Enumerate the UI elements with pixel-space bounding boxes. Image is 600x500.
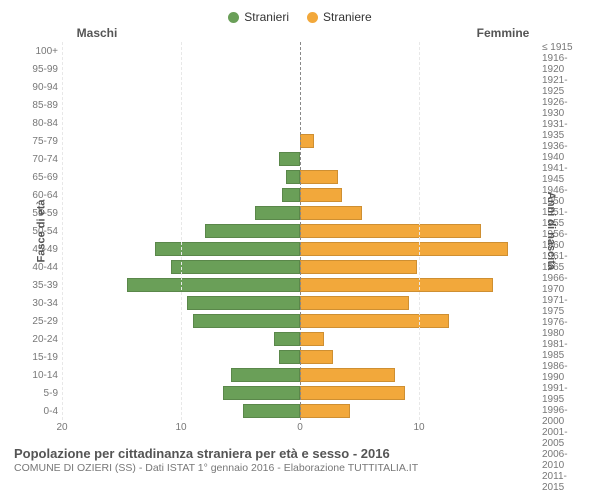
female-bar: [300, 332, 324, 346]
male-bar: [286, 170, 300, 184]
male-bar: [282, 188, 300, 202]
male-bar: [243, 404, 300, 418]
y-axis-label-right: Anni di nascita: [545, 192, 557, 270]
x-tick-label: 10: [175, 422, 186, 433]
birth-year-label: 1966-1970: [538, 273, 586, 295]
birth-year-label: 1921-1925: [538, 75, 586, 97]
x-ticks: 2010010: [62, 422, 538, 436]
chart-footer: Popolazione per cittadinanza straniera p…: [14, 446, 586, 474]
female-bar: [300, 134, 314, 148]
bars-area: [62, 42, 538, 420]
legend-female-label: Straniere: [323, 10, 372, 24]
female-bar: [300, 242, 508, 256]
birth-year-label: 1971-1975: [538, 295, 586, 317]
birth-year-label: 2001-2005: [538, 427, 586, 449]
male-swatch: [228, 12, 239, 23]
chart-subtitle: COMUNE DI OZIERI (SS) - Dati ISTAT 1° ge…: [14, 462, 586, 474]
female-bar: [300, 188, 342, 202]
age-label: 10-14: [14, 366, 62, 384]
y-axis-label-left: Fasce di età: [35, 200, 47, 263]
female-bar: [300, 368, 395, 382]
legend-item-female: Straniere: [307, 10, 372, 24]
birth-year-label: 1986-1990: [538, 361, 586, 383]
age-label: 20-24: [14, 330, 62, 348]
birth-year-label: 2006-2010: [538, 449, 586, 471]
female-bar: [300, 404, 350, 418]
age-label: 70-74: [14, 150, 62, 168]
male-bar: [193, 314, 300, 328]
birth-year-label: ≤ 1915: [538, 42, 586, 53]
legend-male-label: Stranieri: [244, 10, 289, 24]
header-female: Femmine: [300, 26, 586, 40]
age-label: 80-84: [14, 114, 62, 132]
birth-year-label: 1981-1985: [538, 339, 586, 361]
male-bar: [205, 224, 300, 238]
age-label: 0-4: [14, 402, 62, 420]
age-label: 65-69: [14, 168, 62, 186]
male-bar: [274, 332, 300, 346]
plot-area: Fasce di età Anni di nascita 100+95-9990…: [14, 42, 586, 420]
birth-year-label: 1996-2000: [538, 405, 586, 427]
pyramid-chart: Stranieri Straniere Maschi Femmine Fasce…: [0, 0, 600, 500]
column-headers: Maschi Femmine: [14, 26, 586, 40]
x-axis: 20 10 0 10: [14, 422, 586, 436]
female-bar: [300, 386, 405, 400]
male-bar: [255, 206, 300, 220]
birth-year-label: 1926-1930: [538, 97, 586, 119]
birth-year-label: 1976-1980: [538, 317, 586, 339]
age-label: 75-79: [14, 132, 62, 150]
female-bar: [300, 260, 417, 274]
age-label: 5-9: [14, 384, 62, 402]
chart-title: Popolazione per cittadinanza straniera p…: [14, 446, 586, 461]
age-label: 95-99: [14, 60, 62, 78]
female-bar: [300, 350, 333, 364]
birth-year-label: 1931-1935: [538, 119, 586, 141]
male-bars: [62, 42, 300, 420]
age-label: 35-39: [14, 276, 62, 294]
female-bar: [300, 206, 362, 220]
birth-year-label: 2011-2015: [538, 471, 586, 493]
male-bar: [155, 242, 300, 256]
male-bar: [231, 368, 300, 382]
age-label: 100+: [14, 42, 62, 60]
female-bar: [300, 314, 449, 328]
male-bar: [279, 152, 300, 166]
female-bar: [300, 224, 481, 238]
birth-year-label: 1941-1945: [538, 163, 586, 185]
age-label: 15-19: [14, 348, 62, 366]
birth-year-label: 1916-1920: [538, 53, 586, 75]
age-label: 25-29: [14, 312, 62, 330]
male-bar: [127, 278, 300, 292]
age-label: 85-89: [14, 96, 62, 114]
header-male: Maschi: [14, 26, 300, 40]
x-tick-label: 20: [56, 422, 67, 433]
female-bar: [300, 296, 409, 310]
female-swatch: [307, 12, 318, 23]
age-label: 30-34: [14, 294, 62, 312]
female-bar: [300, 278, 493, 292]
x-tick-label: 0: [297, 422, 303, 433]
legend: Stranieri Straniere: [14, 10, 586, 24]
female-bars: [300, 42, 538, 420]
female-bar: [300, 170, 338, 184]
male-bar: [279, 350, 300, 364]
age-label: 90-94: [14, 78, 62, 96]
male-bar: [223, 386, 300, 400]
x-tick-label: 10: [413, 422, 424, 433]
male-bar: [187, 296, 300, 310]
birth-year-label: 1936-1940: [538, 141, 586, 163]
birth-year-label: 1991-1995: [538, 383, 586, 405]
legend-item-male: Stranieri: [228, 10, 289, 24]
male-bar: [171, 260, 300, 274]
